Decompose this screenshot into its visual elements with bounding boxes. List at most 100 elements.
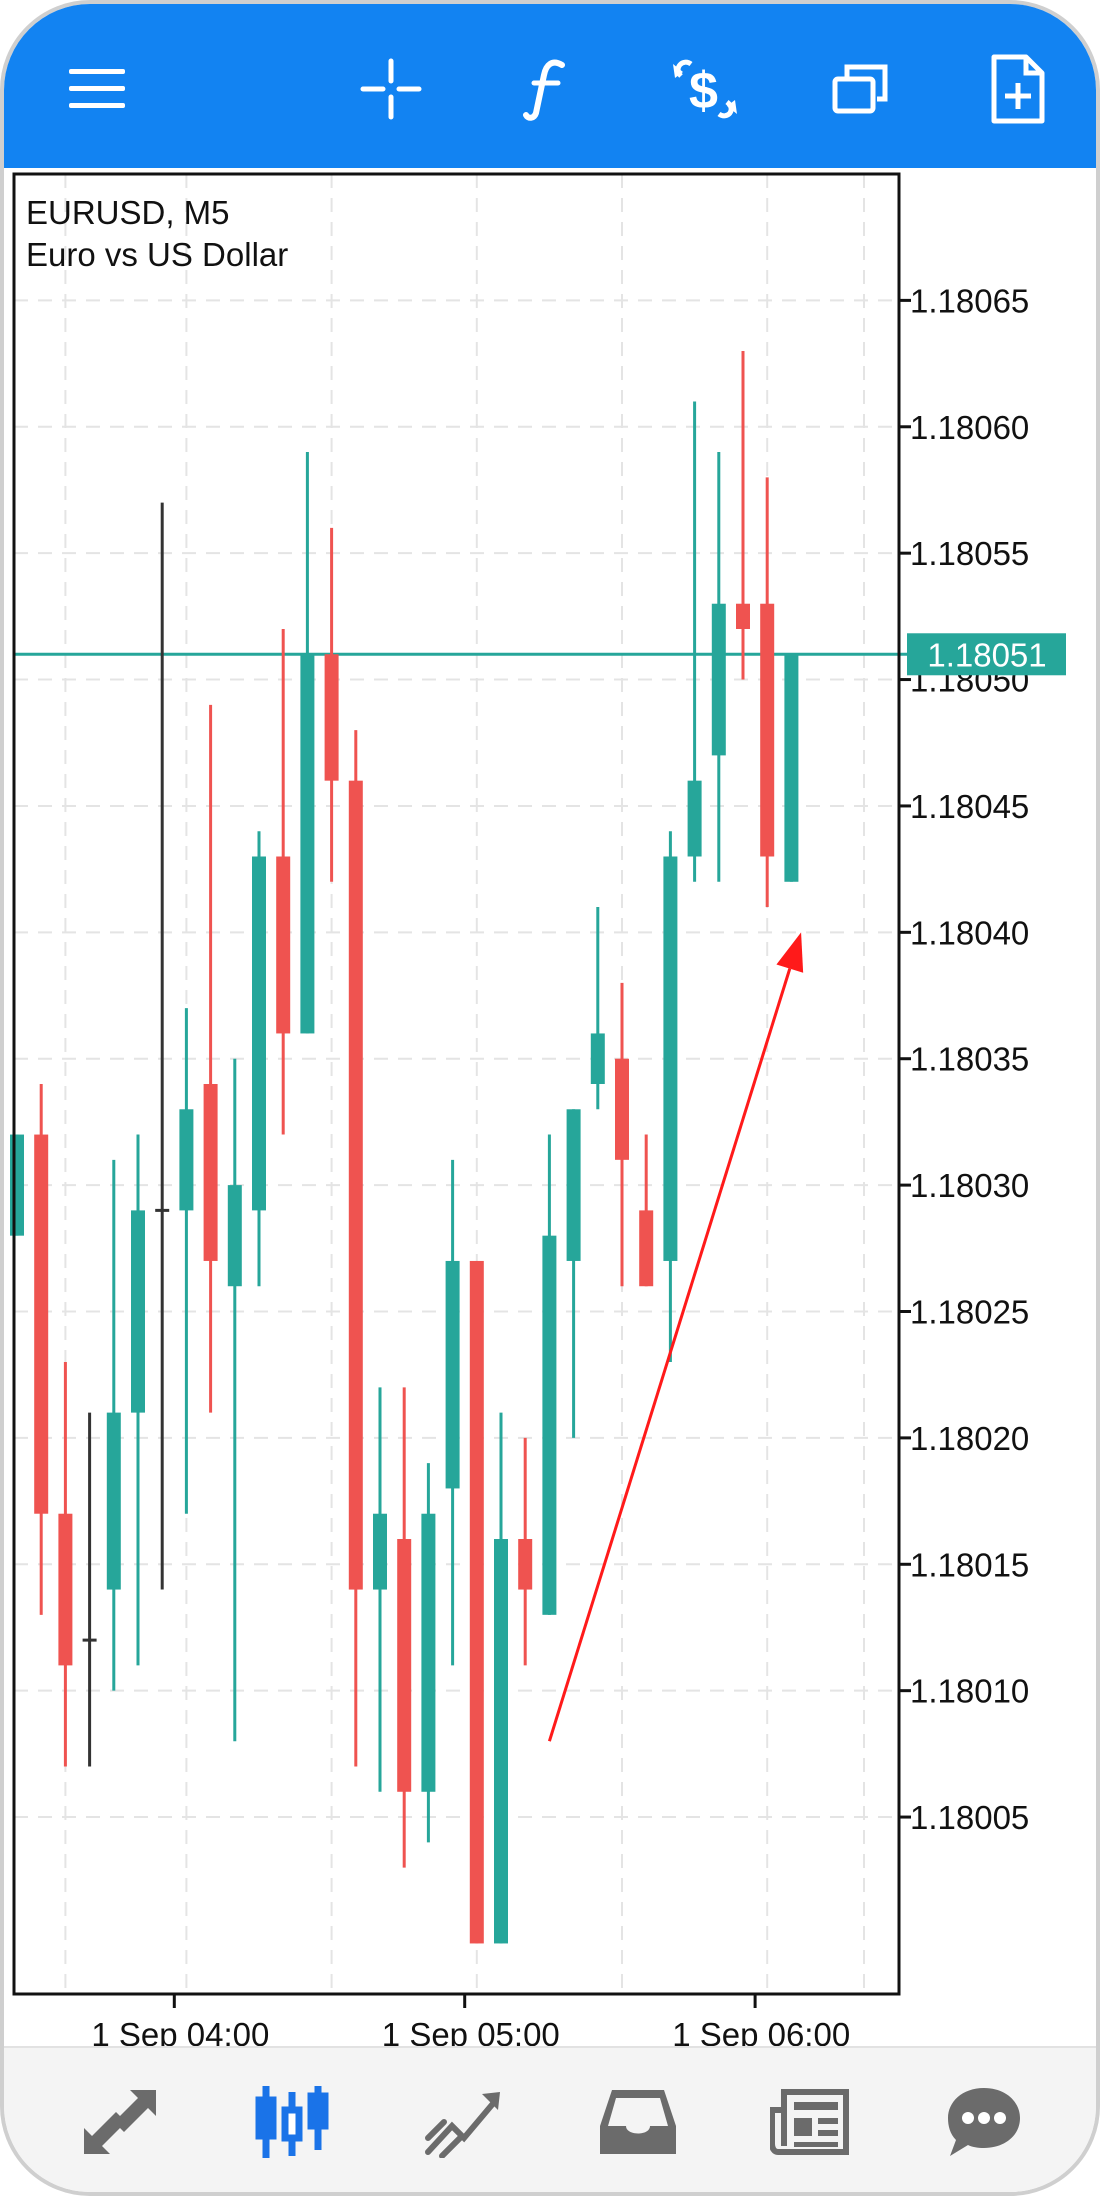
candle-body <box>566 1109 581 1261</box>
candle-body <box>276 856 291 1034</box>
chat-icon[interactable] <box>934 2072 1034 2172</box>
windows-icon[interactable] <box>816 44 906 134</box>
news-icon[interactable] <box>760 2072 860 2172</box>
x-tick-label: 1 Sep 05:00 <box>382 2016 560 2048</box>
candle <box>300 452 315 1034</box>
annotation-arrow-head <box>776 932 804 973</box>
candle <box>542 1134 557 1615</box>
candle-body <box>34 1134 49 1514</box>
y-tick-label: 1.18035 <box>910 1041 1029 1078</box>
x-axis: 1 Sep 04:00 1 Sep 05:00 1 Sep 06:00 <box>91 1994 850 2053</box>
y-tick-label: 1.18065 <box>910 282 1029 319</box>
candle <box>373 1387 387 1792</box>
candle <box>639 1134 654 1287</box>
annotation-arrow <box>547 932 804 1742</box>
candle <box>663 831 678 1363</box>
candle-body <box>227 1185 242 1287</box>
candle <box>687 401 702 882</box>
candle <box>421 1463 436 1843</box>
candle-body <box>300 654 315 1034</box>
grid-lines <box>14 174 899 1994</box>
candle-body <box>542 1235 557 1615</box>
candle <box>82 1412 97 1767</box>
candle-body <box>131 1210 145 1413</box>
y-tick-label: 1.18040 <box>910 914 1029 951</box>
y-tick-label: 1.18005 <box>910 1799 1029 1836</box>
trade-icon[interactable]: $ <box>660 44 750 134</box>
candle <box>58 1362 73 1767</box>
current-price-label: 1.18051 <box>927 636 1046 673</box>
candle <box>10 1134 24 1236</box>
candle-body <box>106 1412 121 1590</box>
symbol-label: EURUSD, M5 <box>26 194 230 231</box>
candle <box>760 477 775 908</box>
y-tick-label: 1.18030 <box>910 1167 1029 1204</box>
menu-icon[interactable] <box>52 44 142 134</box>
y-tick-label: 1.18025 <box>910 1294 1029 1331</box>
candle <box>445 1159 460 1666</box>
y-axis: 1.180651.180601.180551.180501.180451.180… <box>899 282 1029 1836</box>
candle-body <box>663 856 678 1261</box>
y-tick-label: 1.18045 <box>910 788 1029 825</box>
candle-body <box>687 780 702 857</box>
annotation-arrow-line <box>547 968 792 1742</box>
candle-body <box>445 1260 460 1489</box>
candle <box>227 1058 242 1742</box>
candle <box>276 629 291 1135</box>
candle-body <box>348 780 363 1590</box>
candle <box>106 1159 121 1691</box>
candle <box>784 654 799 882</box>
candle-body <box>711 603 726 756</box>
history-icon[interactable] <box>588 2072 688 2172</box>
quotes-icon[interactable] <box>70 2072 170 2172</box>
x-tick-label: 1 Sep 04:00 <box>91 2016 269 2048</box>
candle-body <box>252 856 266 1211</box>
bottom-navigation <box>4 2046 1096 2192</box>
candle-body <box>494 1539 508 1944</box>
chart-area[interactable]: EURUSD, M5 Euro vs US Dollar 1.18065 1.18… <box>4 168 1096 2053</box>
candle-body <box>590 1033 605 1084</box>
function-icon[interactable] <box>502 44 592 134</box>
candle-body <box>373 1513 387 1590</box>
candle-body <box>397 1539 412 1792</box>
candle <box>494 1412 508 1944</box>
candle <box>711 452 726 882</box>
candle-body <box>615 1058 629 1160</box>
candle <box>397 1387 412 1868</box>
candle-body <box>736 603 750 629</box>
candle-body <box>58 1513 73 1666</box>
candle-body <box>324 654 339 781</box>
candle-body <box>639 1210 654 1287</box>
trade-nav-icon[interactable] <box>414 2072 514 2172</box>
x-tick-label: 1 Sep 06:00 <box>672 2016 850 2048</box>
candle <box>34 1084 49 1615</box>
candle <box>203 704 218 1413</box>
new-order-icon[interactable] <box>972 44 1062 134</box>
candle <box>348 730 363 1767</box>
symbol-description: Euro vs US Dollar <box>26 236 288 273</box>
candle <box>131 1134 145 1666</box>
y-tick-label: 1.18055 <box>910 535 1029 572</box>
candle-body <box>203 1084 218 1261</box>
candle-body <box>760 603 775 857</box>
candle-body <box>421 1513 436 1792</box>
candle <box>324 527 339 882</box>
candle <box>518 1437 533 1666</box>
top-toolbar: $ <box>4 4 1096 168</box>
candle <box>566 1109 581 1438</box>
svg-text:$: $ <box>689 62 718 120</box>
plot-border <box>12 172 901 1996</box>
candle-body <box>784 654 799 882</box>
candle <box>615 982 629 1287</box>
candle-body <box>179 1109 194 1211</box>
current-price-badge: 1.18051 <box>907 633 1066 676</box>
y-tick-label: 1.18020 <box>910 1420 1029 1457</box>
candle <box>179 1008 194 1514</box>
y-tick-label: 1.18060 <box>910 409 1029 446</box>
candle-body <box>518 1539 533 1590</box>
candles <box>10 350 799 1944</box>
chart-icon[interactable] <box>242 2072 342 2172</box>
crosshair-icon[interactable] <box>346 44 436 134</box>
candle <box>469 1260 484 1944</box>
